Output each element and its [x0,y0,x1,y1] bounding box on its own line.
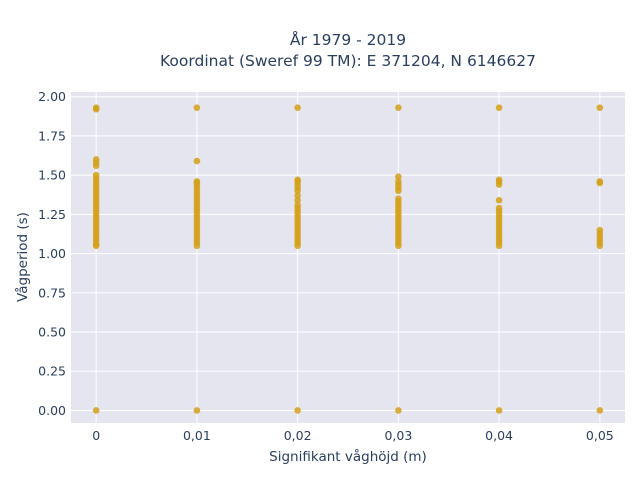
y-tick-label: 1.75 [38,128,66,143]
data-point [596,226,604,234]
data-point [395,178,402,185]
chart-title-line1: År 1979 - 2019 [290,30,406,49]
data-point [495,176,503,184]
y-tick-label: 0.50 [38,325,66,340]
data-point [596,178,604,185]
y-tick-label: 2.00 [38,89,66,104]
y-tick-label: 1.50 [38,168,66,183]
data-point [92,156,100,163]
x-tick-label: 0,03 [384,428,412,443]
x-tick-label: 0,02 [284,428,312,443]
data-point [193,104,201,111]
data-point [495,407,503,414]
data-point [395,104,402,111]
data-point [92,104,100,111]
data-point [193,407,201,414]
data-point [294,176,301,184]
data-point [596,104,604,111]
data-point [294,407,301,414]
y-tick-label: 1.25 [38,207,66,222]
grid-lines [71,92,625,423]
data-point [92,407,100,414]
x-tick-label: 0 [92,428,100,443]
x-axis-label: Signifikant våghöjd (m) [269,448,427,465]
data-points [92,104,604,414]
y-axis-label: Vågperiod (s) [14,212,31,302]
data-point [495,204,503,212]
y-tick-label: 1.00 [38,246,66,261]
data-point [193,157,201,165]
y-tick-label: 0.00 [38,403,66,418]
data-point [294,192,301,199]
x-axis-ticks: 0 0,01 0,02 0,03 0,04 0,05 [92,428,614,443]
data-point [294,201,301,209]
data-point [395,195,402,202]
data-point [395,173,402,181]
data-point [294,196,301,204]
x-tick-label: 0,01 [183,428,211,443]
x-tick-label: 0,05 [586,428,614,443]
y-axis-ticks: 0.00 0.25 0.50 0.75 1.00 1.25 1.50 1.75 2.00 [38,89,66,418]
y-tick-label: 0.75 [38,285,66,300]
data-point [193,178,201,185]
chart-title-line2: Koordinat (Sweref 99 TM): E 371204, N 61… [160,52,536,70]
data-point [495,196,503,204]
data-point [395,407,402,414]
data-point [596,407,604,414]
data-point [92,171,100,179]
data-point [495,104,503,111]
y-tick-label: 0.25 [38,364,66,379]
data-point [294,104,301,111]
x-tick-label: 0,04 [485,428,513,443]
plot-background [71,92,625,423]
